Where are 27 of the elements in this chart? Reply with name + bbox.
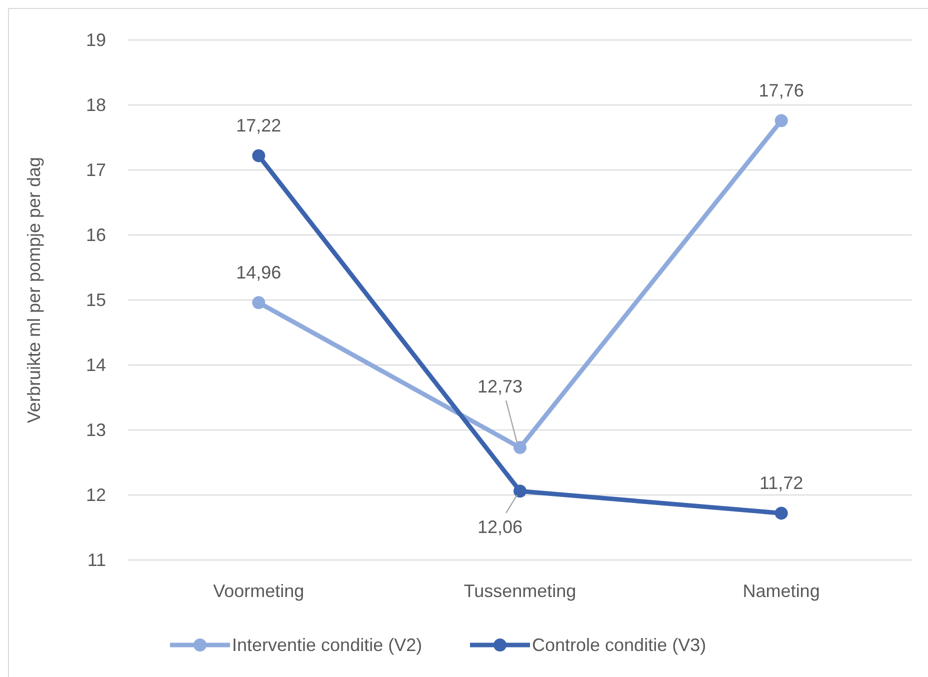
y-tick-label: 14 [86, 355, 106, 375]
point [774, 506, 788, 520]
point [514, 484, 526, 498]
x-tick-label: Tussenmeting [464, 581, 576, 601]
y-tick-label: 18 [86, 95, 106, 115]
legend-label: Controle conditie (V3) [532, 635, 706, 655]
y-tick-label: 17 [86, 160, 106, 180]
x-tick-label: Nameting [742, 581, 820, 601]
point [252, 296, 266, 310]
legend-label: Interventie conditie (V2) [232, 635, 422, 655]
data-label: 14,96 [236, 262, 282, 283]
data-label: 17,76 [758, 80, 804, 101]
data-label: 11,72 [759, 473, 804, 494]
data-label: 12,73 [477, 376, 523, 397]
y-tick-label: 11 [87, 550, 106, 570]
point [774, 114, 788, 128]
point [514, 441, 526, 454]
y-tick-label: 15 [86, 290, 106, 310]
y-tick-label: 13 [86, 420, 106, 440]
y-tick-label: 19 [86, 30, 106, 50]
y-tick-label: 16 [86, 225, 106, 245]
point [252, 149, 266, 162]
y-tick-label: 12 [86, 485, 106, 505]
data-label: 12,06 [477, 517, 523, 538]
data-label: 17,22 [236, 116, 282, 136]
x-tick-label: Voormeting [213, 581, 304, 601]
y-axis-title: Verbruikte ml per pompje per dag [24, 156, 44, 424]
